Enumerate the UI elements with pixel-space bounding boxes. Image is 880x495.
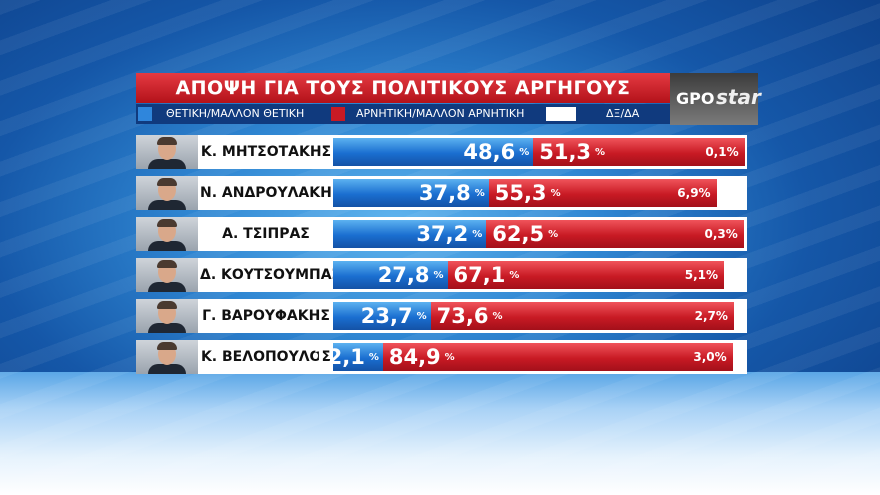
bar-negative (486, 220, 744, 248)
gpo-star-logo: GPO star (670, 73, 761, 125)
chart-row: Κ. ΒΕΛΟΠΟΥΛΟΣ 12,1% 84,9% 3,0% (136, 340, 747, 374)
bar-positive (333, 138, 534, 166)
data-label: 12,1% (313, 345, 379, 369)
suit-shape (148, 159, 186, 169)
legend-swatch-positive (138, 107, 152, 121)
politician-photo (136, 217, 198, 251)
chart-row: Δ. ΚΟΥΤΣΟΥΜΠΑΣ 27,8% 67,1% 5,1% (136, 258, 747, 292)
data-label: 55,3% (494, 181, 561, 205)
data-label-dkna: 6,9% (677, 186, 711, 200)
bar-negative (447, 261, 724, 289)
bar-positive (333, 179, 489, 207)
data-label: 51,3% (539, 140, 606, 164)
bar-negative (533, 138, 745, 166)
politician-photo (136, 176, 198, 210)
data-label: 37,8% (418, 181, 485, 205)
politician-photo (136, 340, 198, 374)
data-label: 27,8% (377, 263, 444, 287)
chart-row: Α. ΤΣΙΠΡΑΣ 37,2% 62,5% 0,3% (136, 217, 747, 251)
legend-label-dkna: ΔΞ/ΔΑ (606, 107, 640, 120)
data-label: 23,7% (360, 304, 427, 328)
category-label: Δ. ΚΟΥΤΣΟΥΜΠΑΣ (200, 267, 342, 283)
bar-positive (333, 220, 487, 248)
data-label-dkna: 2,7% (694, 309, 728, 323)
category-label: Κ. ΜΗΤΣΟΤΑΚΗΣ (200, 144, 332, 160)
data-label-dkna: 5,1% (684, 268, 718, 282)
logo-star: star (716, 85, 761, 109)
legend-label-negative: ΑΡΝΗΤΙΚΗ/ΜΑΛΛΟΝ ΑΡΝΗΤΙΚΗ (356, 107, 525, 120)
suit-shape (148, 323, 186, 333)
suit-shape (148, 282, 186, 292)
legend-label-positive: ΘΕΤΙΚΗ/ΜΑΛΛΟΝ ΘΕΤΙΚΗ (166, 107, 305, 120)
bar-dkna (723, 261, 745, 289)
legend: ΘΕΤΙΚΗ/ΜΑΛΛΟΝ ΘΕΤΙΚΗ ΑΡΝΗΤΙΚΗ/ΜΑΛΛΟΝ ΑΡΝ… (136, 104, 670, 124)
category-label: Ν. ΑΝΔΡΟΥΛΑΚΗΣ (200, 185, 342, 201)
chart-title: ΑΠΟΨΗ ΓΙΑ ΤΟΥΣ ΠΟΛΙΤΙΚΟΥΣ ΑΡΓΗΓΟΥΣ (136, 73, 670, 103)
suit-shape (148, 200, 186, 210)
hair-shape (157, 260, 177, 268)
hair-shape (157, 178, 177, 186)
politician-photo (136, 135, 198, 169)
data-label-dkna: 3,0% (693, 350, 727, 364)
hair-shape (157, 219, 177, 227)
bar-positive (333, 343, 383, 371)
data-label: 37,2% (416, 222, 483, 246)
data-label: 84,9% (388, 345, 455, 369)
chart-row: Κ. ΜΗΤΣΟΤΑΚΗΣ 48,6% 51,3% 0,1% (136, 135, 747, 169)
hair-shape (157, 342, 177, 350)
bar-positive (333, 261, 448, 289)
bar-negative (382, 343, 733, 371)
hair-shape (157, 137, 177, 145)
bar-negative (430, 302, 734, 330)
bar-negative (488, 179, 717, 207)
category-label: Α. ΤΣΙΠΡΑΣ (222, 226, 310, 242)
category-label: Γ. ΒΑΡΟΥΦΑΚΗΣ (202, 308, 330, 324)
logo-gpo: GPO (676, 89, 715, 108)
bar-dkna (716, 179, 745, 207)
chart-row: Ν. ΑΝΔΡΟΥΛΑΚΗΣ 37,8% 55,3% 6,9% (136, 176, 747, 210)
bar-dkna (733, 302, 745, 330)
suit-shape (148, 241, 186, 251)
data-label: 67,1% (453, 263, 520, 287)
suit-shape (148, 364, 186, 374)
category-label: Κ. ΒΕΛΟΠΟΥΛΟΣ (200, 349, 332, 365)
hair-shape (157, 301, 177, 309)
politician-photo (136, 299, 198, 333)
legend-swatch-negative (331, 107, 345, 121)
data-label: 48,6% (463, 140, 530, 164)
data-label-dkna: 0,3% (704, 227, 738, 241)
bar-dkna (743, 220, 745, 248)
data-label: 62,5% (492, 222, 559, 246)
data-label: 73,6% (436, 304, 503, 328)
bar-dkna (732, 343, 745, 371)
bar-positive (333, 302, 431, 330)
legend-swatch-dkna (546, 107, 576, 121)
politician-photo (136, 258, 198, 292)
data-label-dkna: 0,1% (705, 145, 739, 159)
studio-floor (0, 372, 880, 495)
chart-row: Γ. ΒΑΡΟΥΦΑΚΗΣ 23,7% 73,6% 2,7% (136, 299, 747, 333)
